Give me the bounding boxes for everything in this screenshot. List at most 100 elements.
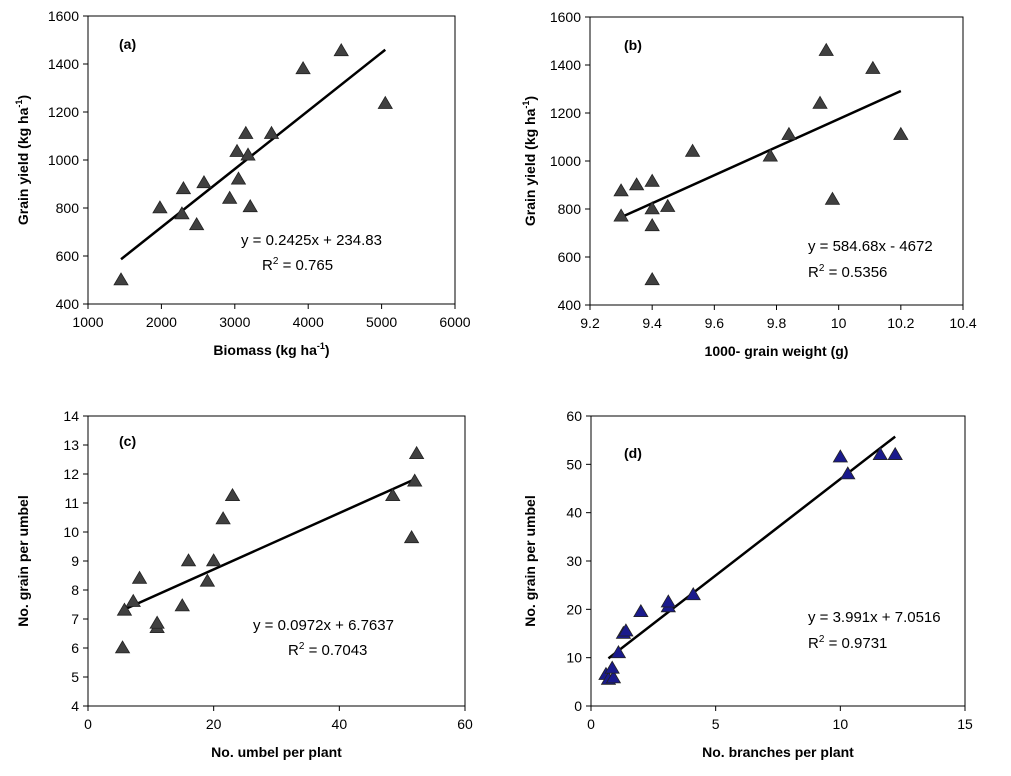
regression-equation: y = 584.68x - 4672 xyxy=(808,238,933,255)
data-point xyxy=(644,201,660,215)
data-point xyxy=(832,449,849,463)
r-squared-sup: 2 xyxy=(819,263,825,274)
x-axis-title: 1000- grain weight (g) xyxy=(705,343,849,359)
x-tick-label: 6000 xyxy=(439,314,470,330)
y-tick-label: 50 xyxy=(566,456,582,472)
data-point xyxy=(205,553,222,567)
x-tick-label: 60 xyxy=(457,716,473,732)
data-point xyxy=(762,148,778,162)
data-point xyxy=(188,217,205,231)
x-tick-label: 0 xyxy=(84,716,92,732)
data-point xyxy=(242,199,258,213)
data-point xyxy=(229,143,245,157)
y-tick-label: 1400 xyxy=(48,56,79,72)
y-tick-label: 13 xyxy=(63,437,79,453)
data-point xyxy=(175,181,192,195)
r-squared-prefix: R xyxy=(808,264,819,281)
x-tick-label: 10 xyxy=(833,716,849,732)
x-axis-title-main: 1000- grain weight (g) xyxy=(705,343,849,359)
y-tick-label: 40 xyxy=(566,505,582,521)
y-axis-title-main: No. grain per umbel xyxy=(15,495,31,626)
y-tick-label: 800 xyxy=(56,200,80,216)
y-axis-title: No. grain per umbel xyxy=(522,495,538,626)
data-point xyxy=(215,511,231,525)
data-point xyxy=(872,446,888,460)
chart-panel-b: 9.2 9.4 9.6 9.8 10 10.2 10.4 400 600 800 1000 1200 1… xyxy=(521,9,977,359)
data-point xyxy=(199,573,216,587)
data-point xyxy=(131,570,148,584)
panel-label: (a) xyxy=(119,36,136,52)
y-tick-label: 12 xyxy=(63,466,79,482)
data-point xyxy=(604,660,620,674)
panel-label: (b) xyxy=(624,37,642,53)
y-tick-label: 600 xyxy=(558,249,582,265)
data-point xyxy=(125,593,141,607)
x-tick-label: 9.2 xyxy=(580,315,600,331)
x-tick-label: 5000 xyxy=(366,314,397,330)
data-point xyxy=(152,200,168,214)
data-point xyxy=(865,60,881,74)
data-point xyxy=(196,175,212,189)
x-axis-title-main: No. umbel per plant xyxy=(211,744,342,760)
x-tick-label: 15 xyxy=(957,716,973,732)
y-axis-title: Grain yield (kg ha-1) xyxy=(14,95,31,225)
chart-panel-a: 1000 2000 3000 4000 5000 6000 400 600 800 1000 120… xyxy=(14,8,471,358)
trendline xyxy=(120,48,387,261)
x-axis-title-end: ) xyxy=(325,342,330,358)
x-tick-label: 1000 xyxy=(72,314,103,330)
data-point xyxy=(221,190,238,204)
y-tick-label: 6 xyxy=(71,640,79,656)
r-squared-value: = 0.5356 xyxy=(824,264,887,281)
x-tick-label: 4000 xyxy=(293,314,324,330)
panel-label: (c) xyxy=(119,433,136,449)
y-tick-label: 11 xyxy=(64,495,79,511)
y-tick-label: 10 xyxy=(566,650,582,666)
y-tick-label: 30 xyxy=(566,553,582,569)
data-point xyxy=(385,487,401,502)
x-tick-label: 9.8 xyxy=(767,315,787,331)
y-tick-label: 400 xyxy=(56,296,80,312)
y-axis-title-sup: -1 xyxy=(521,101,531,109)
chart-panel-c: 0 20 40 60 4 5 6 7 8 9 10 11 12 13 14 No. umbel per pla… xyxy=(15,408,473,760)
y-axis-title: No. grain per umbel xyxy=(15,495,31,626)
data-point xyxy=(263,125,280,139)
x-tick-label: 0 xyxy=(587,716,595,732)
y-tick-label: 1600 xyxy=(48,8,79,24)
x-tick-label: 9.4 xyxy=(642,315,662,331)
y-tick-label: 14 xyxy=(63,408,79,424)
data-point xyxy=(893,126,909,140)
data-point xyxy=(116,602,133,616)
y-tick-label: 20 xyxy=(566,601,582,617)
r-squared-prefix: R xyxy=(262,257,273,274)
y-axis-title-main: Grain yield (kg ha xyxy=(522,108,538,226)
y-tick-label: 10 xyxy=(63,524,79,540)
data-point xyxy=(613,208,629,222)
data-point xyxy=(403,530,420,544)
y-axis-title-main: Grain yield (kg ha xyxy=(15,107,31,225)
regression-equation: y = 3.991x + 7.0516 xyxy=(808,609,941,626)
data-point xyxy=(174,206,190,220)
y-tick-label: 1000 xyxy=(48,152,79,168)
y-axis-title-end: ) xyxy=(15,95,31,100)
r-squared-value: = 0.7043 xyxy=(304,642,367,659)
x-tick-label: 3000 xyxy=(219,314,250,330)
data-point xyxy=(238,125,254,139)
y-tick-label: 60 xyxy=(566,408,582,424)
data-point xyxy=(685,587,701,601)
plot-frame xyxy=(87,415,466,707)
x-axis-title-main: Biomass (kg ha xyxy=(213,342,317,358)
data-point xyxy=(333,43,349,57)
x-axis-title: No. branches per plant xyxy=(702,744,854,760)
data-point xyxy=(633,603,649,618)
y-tick-label: 8 xyxy=(71,582,79,598)
x-tick-label: 10 xyxy=(831,315,847,331)
data-point xyxy=(644,218,660,232)
x-tick-label: 5 xyxy=(712,716,720,732)
r-squared-sup: 2 xyxy=(273,256,279,267)
data-point xyxy=(812,95,828,109)
trendline xyxy=(123,478,416,611)
y-tick-label: 0 xyxy=(574,698,582,714)
r-squared: R2 = 0.5356 xyxy=(808,263,887,281)
data-point xyxy=(644,173,660,187)
